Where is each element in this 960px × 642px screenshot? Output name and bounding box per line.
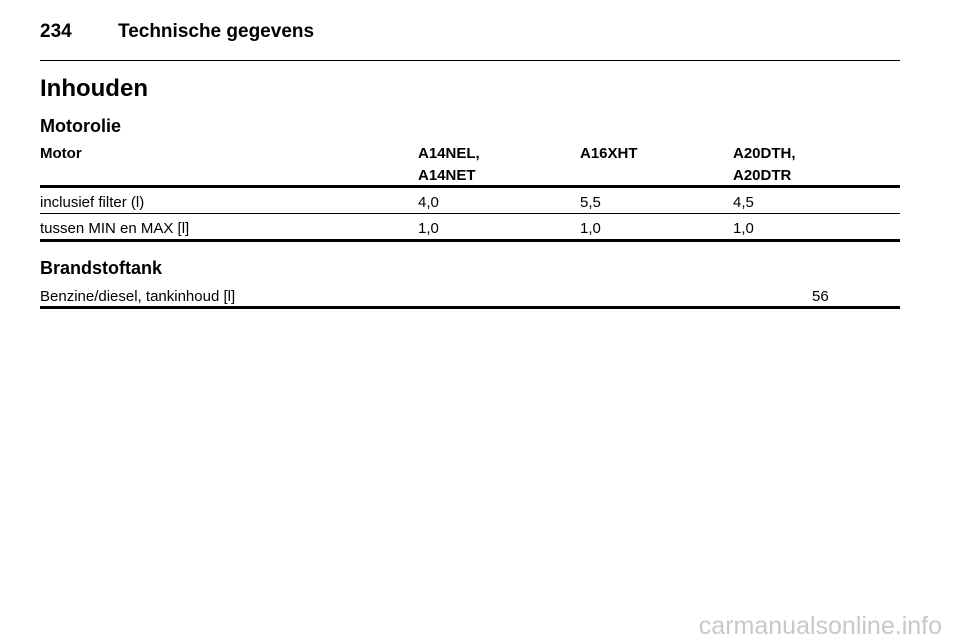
table-header: A16XHT [580, 145, 638, 162]
subsection-title: Brandstoftank [40, 258, 163, 278]
page-number: 234 [40, 21, 72, 42]
table-cell: inclusief filter (l) [40, 194, 145, 211]
table-cell: 4,0 [418, 194, 439, 211]
watermark: carmanualsonline.info [698, 612, 942, 640]
table-cell: 1,0 [580, 220, 601, 237]
table-header: A20DTH, A20DTR [733, 145, 796, 184]
header-rule [40, 60, 900, 61]
subsection-title: Motorolie [40, 116, 121, 136]
table-rule [40, 239, 900, 242]
section-title: Inhouden [40, 75, 148, 102]
table-cell: 4,5 [733, 194, 754, 211]
table-cell: 5,5 [580, 194, 601, 211]
table-cell: 56 [812, 288, 829, 305]
table-cell: 1,0 [733, 220, 754, 237]
page-title: Technische gegevens [118, 21, 315, 42]
table-header: A14NEL, A14NET [418, 145, 480, 184]
table-rule [40, 213, 900, 214]
table-header: Motor [40, 145, 82, 162]
table-rule [40, 185, 900, 188]
table-cell: tussen MIN en MAX [l] [40, 220, 190, 237]
table-cell: 1,0 [418, 220, 439, 237]
table-cell: Benzine/diesel, tankinhoud [l] [40, 288, 236, 305]
table-rule [40, 306, 900, 309]
